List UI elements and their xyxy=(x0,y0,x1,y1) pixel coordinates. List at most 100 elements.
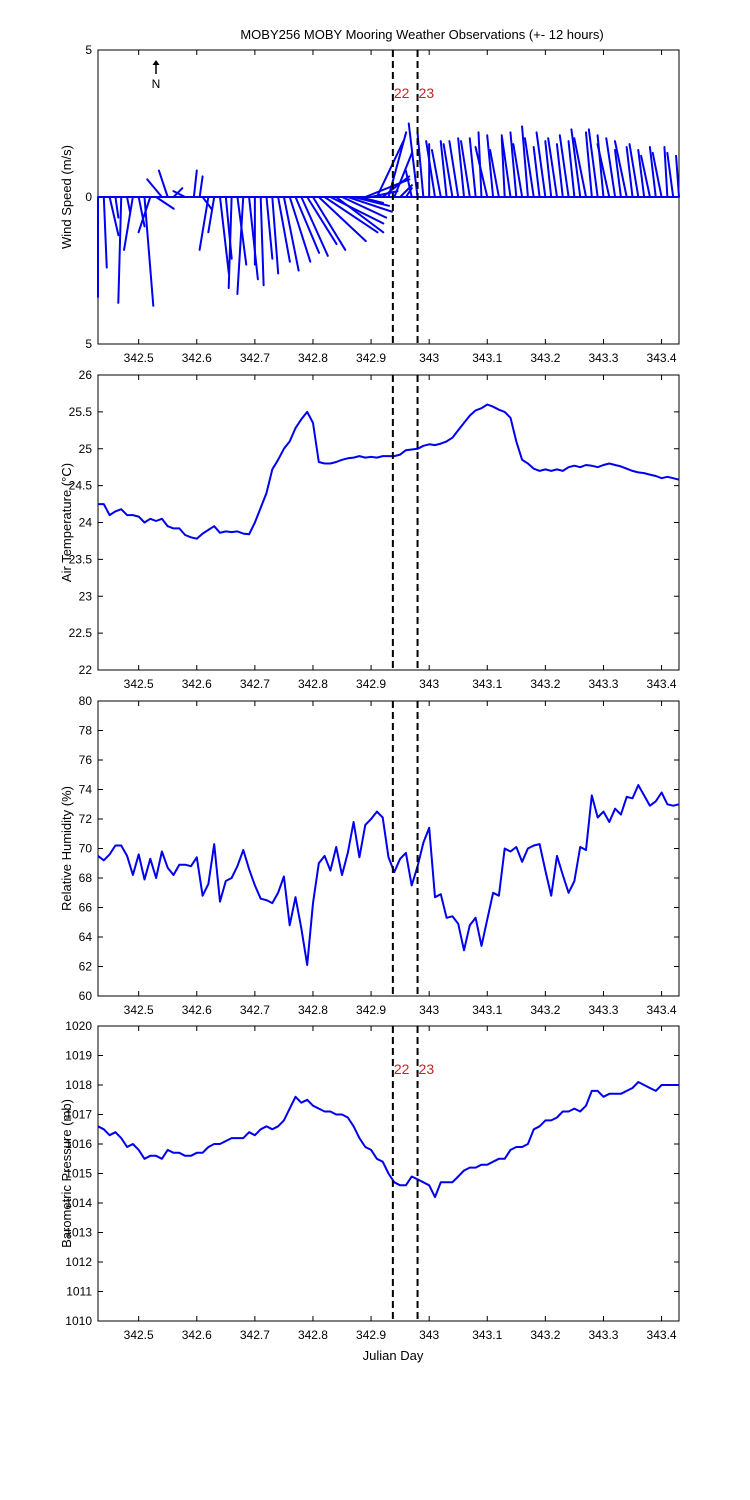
wind-vector xyxy=(346,196,393,213)
wind-vector xyxy=(123,196,134,251)
wind-vector xyxy=(666,151,675,198)
wind-vector xyxy=(407,122,419,198)
x-tick-label: 342.7 xyxy=(240,677,270,691)
wind-vector xyxy=(512,143,524,198)
wind-vector xyxy=(489,148,500,198)
y-tick-label: 1019 xyxy=(65,1049,92,1063)
plot-frame xyxy=(97,700,680,997)
wind-vector xyxy=(114,196,120,219)
y-tick-label: 1018 xyxy=(65,1078,92,1092)
wind-vector xyxy=(663,146,669,198)
wind-vector xyxy=(486,134,495,198)
wind-vector xyxy=(547,137,558,198)
y-axis-label: Wind Speed (m/s) xyxy=(59,145,74,249)
y-tick-label: 1014 xyxy=(65,1196,92,1210)
marker-annotation: 23 xyxy=(419,85,435,101)
wind-vector xyxy=(596,143,611,198)
wind-vector xyxy=(157,169,169,198)
wind-vector xyxy=(613,140,628,198)
y-tick-label: 23.5 xyxy=(69,552,93,566)
y-tick-label: 70 xyxy=(79,842,93,856)
y-axis-label: Air Temperature (°C) xyxy=(59,463,74,582)
wind-vector xyxy=(425,140,436,198)
x-tick-label: 342.5 xyxy=(124,677,154,691)
marker-annotation: 23 xyxy=(419,1061,435,1077)
wind-vector xyxy=(143,196,155,307)
x-tick-label: 343 xyxy=(419,677,439,691)
y-tick-label: 74 xyxy=(79,783,93,797)
wind-vector xyxy=(573,137,588,198)
x-tick-label: 343 xyxy=(419,1328,439,1342)
x-tick-label: 342.9 xyxy=(356,677,386,691)
figure-title: MOBY256 MOBY Mooring Weather Observation… xyxy=(240,27,603,42)
y-tick-label: 1020 xyxy=(65,1019,92,1033)
chart-panels: 5 0 5 342.5 342.6 342.7 342.8 342.9 343 343.1 343.… xyxy=(59,43,680,1342)
y-tick-label: 76 xyxy=(79,753,93,767)
y-axis-label: Barometric Pressure (mb) xyxy=(59,1099,74,1248)
wind-vector xyxy=(198,196,210,251)
panel-4: 1010 1011 1012 1013 1014 1015 1016 1017 1018 1019… xyxy=(59,1019,680,1342)
x-tick-label: 342.8 xyxy=(298,1003,328,1017)
wind-vector xyxy=(172,190,187,198)
x-tick-label: 342.7 xyxy=(240,351,270,365)
wind-vector xyxy=(387,131,408,198)
wind-vector xyxy=(294,196,321,254)
wind-vector xyxy=(300,196,329,257)
panel-2: 22 22.5 23 23.5 24 24.5 25 25.5 26 342.5 342.6 342.… xyxy=(59,368,680,691)
wind-vector xyxy=(535,131,547,198)
wind-vector xyxy=(370,190,399,198)
wind-vector xyxy=(277,196,291,263)
wind-vector xyxy=(341,196,388,219)
wind-vector xyxy=(117,196,123,304)
x-tick-label: 343.1 xyxy=(472,677,502,691)
wind-vector xyxy=(323,196,379,234)
y-tick-label: 72 xyxy=(79,812,93,826)
wind-vector xyxy=(544,140,553,198)
wind-vector xyxy=(207,196,216,234)
wind-vector xyxy=(358,196,384,204)
wind-vector xyxy=(375,140,405,198)
wind-vector xyxy=(628,143,640,198)
x-tick-label: 343.4 xyxy=(647,677,677,691)
x-tick-label: 342.9 xyxy=(356,351,386,365)
wind-vector xyxy=(311,196,347,251)
x-tick-label: 343 xyxy=(419,1003,439,1017)
wind-vector xyxy=(442,143,454,198)
marker-annotation: 22 xyxy=(394,85,410,101)
wind-vector xyxy=(460,140,471,198)
x-tick-label: 342.8 xyxy=(298,351,328,365)
wind-vector xyxy=(448,140,460,198)
wind-vector xyxy=(439,140,448,198)
wind-vector xyxy=(523,137,535,198)
wind-vector xyxy=(474,146,489,198)
x-tick-label: 343.2 xyxy=(530,677,560,691)
y-tick-label: 62 xyxy=(79,960,93,974)
wind-vector xyxy=(555,143,564,198)
wind-vector xyxy=(468,137,477,198)
wind-vector xyxy=(137,196,146,228)
series-line xyxy=(98,403,680,540)
wind-vector xyxy=(248,196,259,281)
wind-vector xyxy=(259,196,265,287)
y-tick-label: 25.5 xyxy=(69,405,93,419)
wind-vector xyxy=(329,196,385,225)
wind-vector xyxy=(108,196,120,237)
x-tick-label: 343.2 xyxy=(530,1003,560,1017)
wind-vector xyxy=(282,196,300,272)
x-tick-label: 342.6 xyxy=(182,677,212,691)
wind-vector xyxy=(352,196,390,207)
x-tick-label: 343.2 xyxy=(530,351,560,365)
north-label: N xyxy=(152,77,161,91)
y-tick-label: 66 xyxy=(79,901,93,915)
x-tick-label: 342.9 xyxy=(356,1003,386,1017)
wind-vector xyxy=(404,169,413,198)
wind-vector xyxy=(155,196,175,210)
y-tick-label: 1012 xyxy=(65,1255,92,1269)
y-tick-label: 23 xyxy=(79,589,93,603)
y-tick-label: 1016 xyxy=(65,1137,92,1151)
x-tick-label: 342.6 xyxy=(182,1003,212,1017)
y-tick-label: 22.5 xyxy=(69,626,93,640)
x-tick-label: 343.3 xyxy=(588,1328,618,1342)
wind-vector xyxy=(675,154,680,198)
